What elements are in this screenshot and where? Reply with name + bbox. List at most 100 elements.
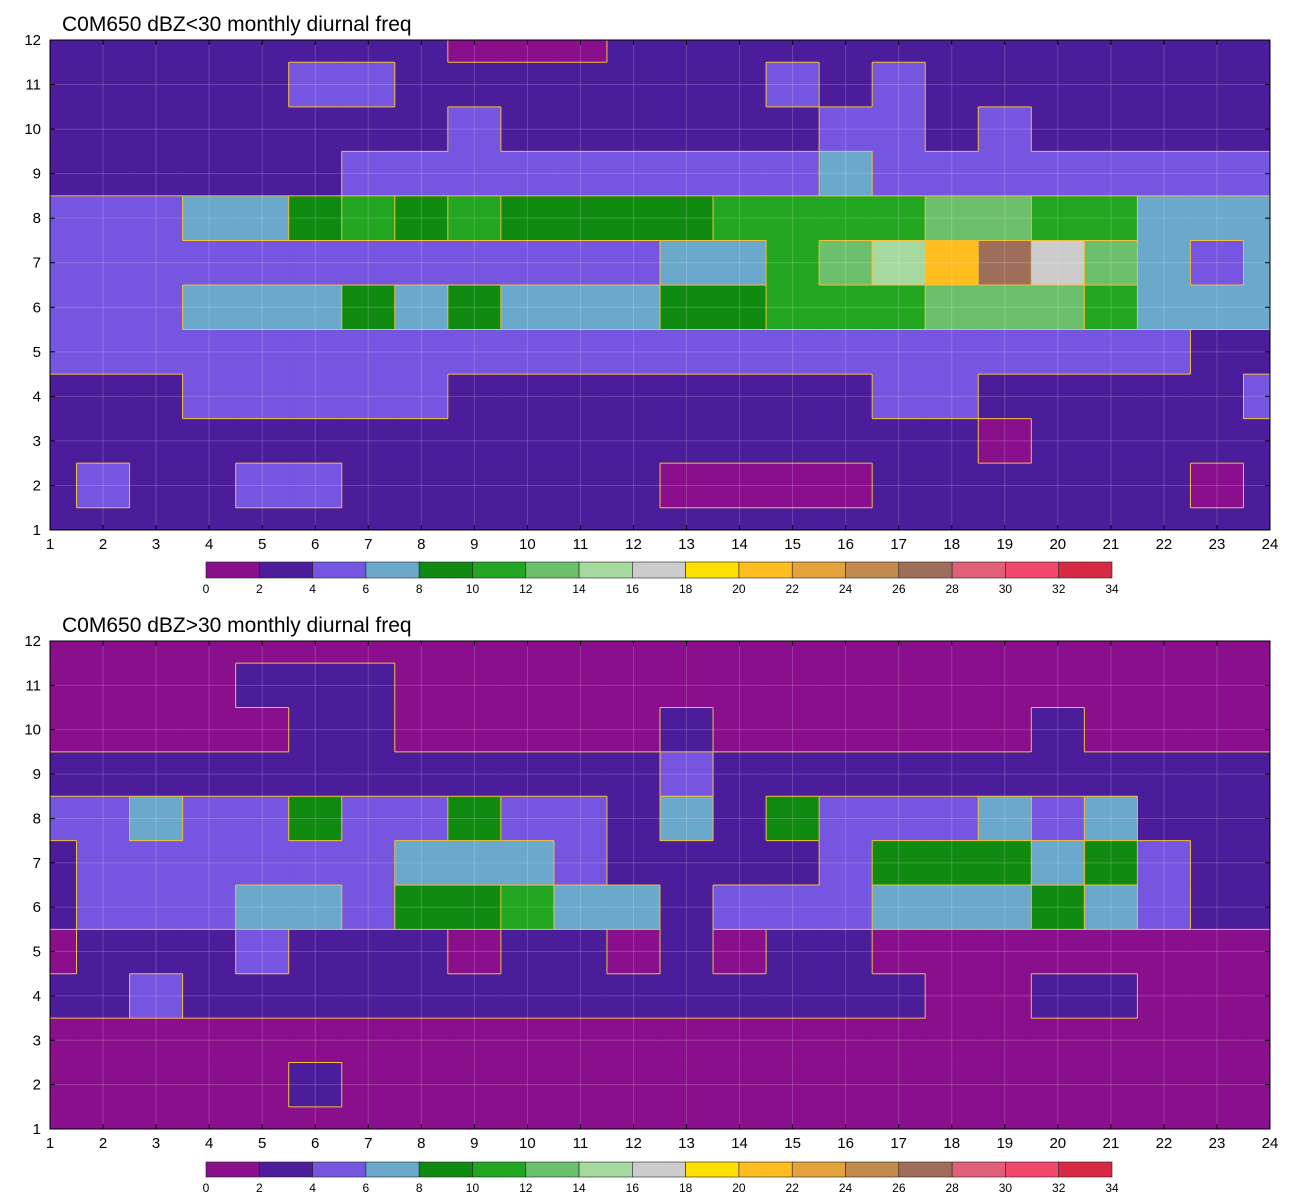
heatmap-cell <box>288 751 342 797</box>
colorbar-tick-label: 18 <box>679 1181 693 1195</box>
heatmap-cell <box>447 1017 502 1063</box>
heatmap-cell <box>341 840 396 886</box>
heatmap-cell <box>1137 373 1191 419</box>
y-tick-label: 1 <box>33 522 41 539</box>
colorbar-tick-label: 28 <box>945 582 959 596</box>
heatmap-cell <box>978 106 1032 152</box>
y-tick-label: 4 <box>33 388 41 405</box>
heatmap-cell <box>49 640 77 664</box>
colorbar-swatch <box>418 561 473 579</box>
heatmap-cell <box>606 929 661 974</box>
chart-title: C0M650 dBZ>30 monthly diurnal freq <box>62 614 412 637</box>
heatmap-cell <box>978 151 1032 197</box>
colorbar-tick-label: 2 <box>256 1181 263 1195</box>
heatmap-cell <box>1190 796 1244 841</box>
heatmap-cell <box>871 240 926 286</box>
heatmap-cell <box>394 973 449 1019</box>
x-tick-label: 12 <box>625 1135 642 1152</box>
heatmap-cell <box>606 1062 661 1108</box>
heatmap-cell <box>659 662 714 708</box>
contour-lines <box>50 662 1270 1108</box>
heatmap-cell <box>765 373 820 419</box>
heatmap-cell <box>182 151 236 197</box>
heatmap-cell <box>1084 373 1138 419</box>
heatmap-cell <box>1137 751 1191 797</box>
heatmap-cell <box>1084 151 1138 197</box>
heatmap-cell <box>871 707 926 753</box>
heatmap-cell <box>818 62 873 108</box>
heatmap-cell <box>1190 1017 1244 1063</box>
heatmap-cell <box>1137 796 1191 841</box>
colorbar-swatch <box>951 1161 1006 1178</box>
heatmap-cell <box>606 329 661 375</box>
heatmap-cell <box>818 418 873 464</box>
colorbar-tick-label: 12 <box>519 1181 533 1195</box>
heatmap-cell <box>978 329 1032 375</box>
heatmap-cell <box>978 973 1032 1019</box>
heatmap-cell <box>341 884 396 930</box>
heatmap-cell <box>1084 462 1138 508</box>
heatmap-cell <box>394 329 449 375</box>
heatmap-cell <box>1137 62 1191 108</box>
colorbar-swatch <box>578 561 633 579</box>
heatmap-cell <box>500 751 555 797</box>
colorbar-swatch <box>205 561 260 579</box>
heatmap-cell <box>500 240 555 286</box>
heatmap-cell <box>1084 1017 1138 1063</box>
heatmap-cell <box>978 1062 1032 1108</box>
heatmap-cell <box>871 929 926 974</box>
colorbar-tick-label: 20 <box>732 582 746 596</box>
heatmap-cell <box>712 240 767 286</box>
heatmap-cell <box>978 418 1032 464</box>
heatmap-cell <box>500 418 555 464</box>
heatmap-cell <box>1190 106 1244 152</box>
colorbar-swatch <box>791 561 846 579</box>
heatmap-cell <box>500 1062 555 1108</box>
heatmap-cell <box>818 1062 873 1108</box>
colorbar-tick-label: 34 <box>1105 1181 1119 1195</box>
colorbar-swatch <box>685 561 740 579</box>
heatmap-cell <box>500 329 555 375</box>
heatmap-cell <box>500 462 555 508</box>
heatmap-cell <box>924 1017 979 1063</box>
heatmap-cell <box>1243 507 1271 531</box>
y-tick-label: 2 <box>33 1077 41 1094</box>
heatmap-cell <box>818 373 873 419</box>
heatmap-cell <box>659 62 714 108</box>
heatmap-cell <box>1190 151 1244 197</box>
heatmap-cell <box>500 106 555 152</box>
heatmap-cell <box>924 662 979 708</box>
heatmap-cell <box>871 1017 926 1063</box>
heatmap-cell <box>871 195 926 241</box>
heatmap-cell <box>394 462 449 508</box>
heatmap-cell <box>978 884 1032 930</box>
colorbar-swatch <box>418 1161 473 1178</box>
heatmap-cell <box>500 929 555 974</box>
x-tick-label: 2 <box>99 1135 107 1152</box>
heatmap-cell <box>712 796 767 841</box>
heatmap-cell <box>129 1017 183 1063</box>
heatmap-cell <box>235 151 289 197</box>
heatmap-cell <box>712 1062 767 1108</box>
x-tick-label: 6 <box>311 1135 319 1152</box>
x-tick-label: 8 <box>417 536 425 553</box>
heatmap-cell <box>341 1017 396 1063</box>
x-tick-label: 8 <box>417 1135 425 1152</box>
heatmap-cell <box>341 796 396 841</box>
x-tick-label: 24 <box>1262 1135 1279 1152</box>
heatmap-cell <box>1031 1062 1085 1108</box>
x-tick-label: 9 <box>470 536 478 553</box>
heatmap-cell <box>341 195 396 241</box>
heatmap-cell <box>659 418 714 464</box>
heatmap-cell <box>341 418 396 464</box>
heatmap-cell <box>76 662 130 708</box>
heatmap-cell <box>129 195 183 241</box>
heatmap-cell <box>447 707 502 753</box>
x-tick-label: 22 <box>1156 536 1173 553</box>
heatmap-cell <box>182 462 236 508</box>
heatmap-cell <box>288 973 342 1019</box>
heatmap-cell <box>1190 195 1244 241</box>
heatmap-cell <box>765 884 820 930</box>
x-tick-label: 5 <box>258 536 266 553</box>
heatmap-cell <box>129 884 183 930</box>
